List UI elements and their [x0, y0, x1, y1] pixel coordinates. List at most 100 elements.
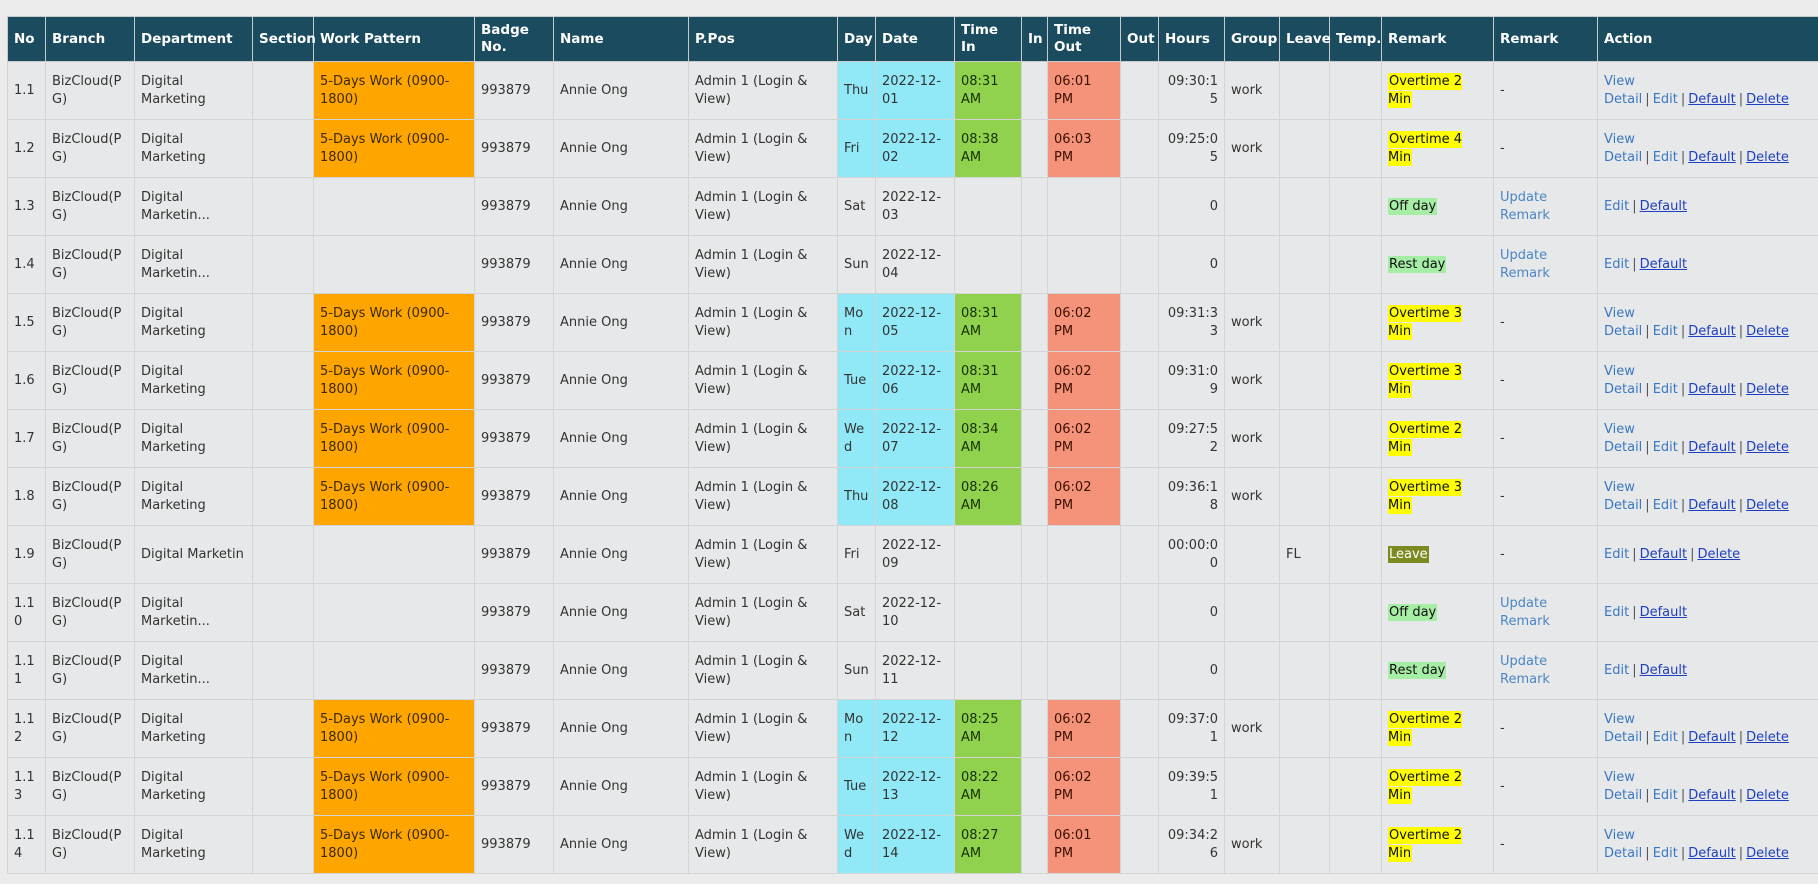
delete-link[interactable]: Delete [1746, 149, 1789, 165]
edit-link[interactable]: Edit [1652, 845, 1678, 861]
view-detail-link[interactable]: View Detail [1604, 769, 1643, 803]
cell-leave [1279, 177, 1330, 236]
col-header-leave[interactable]: Leave [1279, 16, 1331, 62]
default-link[interactable]: Default [1688, 323, 1736, 339]
edit-link[interactable]: Edit [1652, 497, 1678, 513]
default-link[interactable]: Default [1639, 256, 1688, 272]
edit-link[interactable]: Edit [1604, 662, 1630, 678]
col-header-section[interactable]: Section [252, 16, 316, 62]
cell-section [252, 699, 314, 758]
update-remark-link[interactable]: Update Remark [1500, 595, 1550, 629]
cell-out [1120, 815, 1159, 874]
col-header-temp[interactable]: Temp. [1329, 16, 1382, 62]
default-link[interactable]: Default [1639, 662, 1688, 678]
col-header-ppos[interactable]: P.Pos [688, 16, 838, 62]
action-separator: | [1680, 497, 1686, 513]
cell-in [1021, 119, 1048, 178]
action-separator: | [1680, 149, 1686, 165]
col-header-in[interactable]: In [1021, 16, 1048, 62]
delete-link[interactable]: Delete [1746, 729, 1789, 745]
cell-time-out [1047, 583, 1121, 642]
default-link[interactable]: Default [1639, 604, 1688, 620]
view-detail-link[interactable]: View Detail [1604, 363, 1643, 397]
delete-link[interactable]: Delete [1746, 787, 1789, 803]
default-link[interactable]: Default [1639, 198, 1688, 214]
edit-link[interactable]: Edit [1652, 787, 1678, 803]
edit-link[interactable]: Edit [1652, 381, 1678, 397]
remark-badge: Rest day [1388, 255, 1447, 273]
col-header-remark[interactable]: Remark [1381, 16, 1494, 62]
default-link[interactable]: Default [1688, 439, 1736, 455]
col-header-no[interactable]: No [7, 16, 46, 62]
view-detail-link[interactable]: View Detail [1604, 421, 1643, 455]
cell-time-out: 06:01 PM [1047, 61, 1121, 120]
view-detail-link[interactable]: View Detail [1604, 305, 1643, 339]
cell-time-out: 06:02 PM [1047, 293, 1121, 352]
cell-leave [1279, 815, 1330, 874]
default-link[interactable]: Default [1688, 381, 1736, 397]
cell-badge-no: 993879 [474, 757, 554, 816]
delete-link[interactable]: Delete [1746, 91, 1789, 107]
col-header-group[interactable]: Group [1224, 16, 1280, 62]
default-link[interactable]: Default [1688, 729, 1736, 745]
edit-link[interactable]: Edit [1604, 546, 1630, 562]
cell-action: View Detail | Edit | Default | Delete [1597, 351, 1818, 410]
edit-link[interactable]: Edit [1652, 323, 1678, 339]
col-header-badge-no[interactable]: Badge No. [474, 16, 554, 62]
view-detail-link[interactable]: View Detail [1604, 479, 1643, 513]
default-link[interactable]: Default [1688, 91, 1736, 107]
cell-no: 1.4 [7, 235, 46, 294]
cell-group: work [1224, 61, 1280, 120]
default-link[interactable]: Default [1639, 546, 1688, 562]
col-header-remark-2[interactable]: Remark [1493, 16, 1598, 62]
cell-day: Sat [837, 177, 876, 236]
col-header-hours[interactable]: Hours [1158, 16, 1225, 62]
col-header-date[interactable]: Date [875, 16, 955, 62]
edit-link[interactable]: Edit [1652, 149, 1678, 165]
col-header-branch[interactable]: Branch [45, 16, 135, 62]
update-remark-link[interactable]: Update Remark [1500, 247, 1550, 281]
cell-time-in: 08:27 AM [954, 815, 1022, 874]
cell-no: 1.3 [7, 177, 46, 236]
col-header-time-out[interactable]: Time Out [1047, 16, 1121, 62]
col-header-time-in[interactable]: Time In [954, 16, 1022, 62]
col-header-work-pattern[interactable]: Work Pattern [313, 16, 475, 62]
cell-temp [1329, 525, 1382, 584]
update-remark-link[interactable]: Update Remark [1500, 653, 1550, 687]
col-header-day[interactable]: Day [837, 16, 876, 62]
edit-link[interactable]: Edit [1604, 198, 1630, 214]
edit-link[interactable]: Edit [1604, 256, 1630, 272]
edit-link[interactable]: Edit [1652, 91, 1678, 107]
default-link[interactable]: Default [1688, 497, 1736, 513]
cell-branch: BizCloud(PG) [45, 235, 135, 294]
cell-leave [1279, 699, 1330, 758]
delete-link[interactable]: Delete [1746, 381, 1789, 397]
default-link[interactable]: Default [1688, 149, 1736, 165]
edit-link[interactable]: Edit [1604, 604, 1630, 620]
delete-link[interactable]: Delete [1746, 323, 1789, 339]
action-separator: | [1680, 729, 1686, 745]
view-detail-link[interactable]: View Detail [1604, 131, 1643, 165]
delete-link[interactable]: Delete [1746, 497, 1789, 513]
update-remark-link[interactable]: Update Remark [1500, 189, 1550, 223]
view-detail-link[interactable]: View Detail [1604, 827, 1643, 861]
cell-group [1224, 177, 1280, 236]
cell-name: Annie Ong [553, 641, 689, 700]
cell-time-out [1047, 235, 1121, 294]
action-separator: | [1632, 256, 1637, 272]
default-link[interactable]: Default [1688, 845, 1736, 861]
col-header-name[interactable]: Name [553, 16, 689, 62]
col-header-out[interactable]: Out [1120, 16, 1159, 62]
cell-badge-no: 993879 [474, 177, 554, 236]
cell-work-pattern [313, 525, 475, 584]
cell-name: Annie Ong [553, 177, 689, 236]
delete-link[interactable]: Delete [1746, 439, 1789, 455]
view-detail-link[interactable]: View Detail [1604, 711, 1643, 745]
edit-link[interactable]: Edit [1652, 729, 1678, 745]
view-detail-link[interactable]: View Detail [1604, 73, 1643, 107]
default-link[interactable]: Default [1688, 787, 1736, 803]
edit-link[interactable]: Edit [1652, 439, 1678, 455]
delete-link[interactable]: Delete [1697, 546, 1741, 562]
delete-link[interactable]: Delete [1746, 845, 1789, 861]
col-header-department[interactable]: Department [134, 16, 253, 62]
